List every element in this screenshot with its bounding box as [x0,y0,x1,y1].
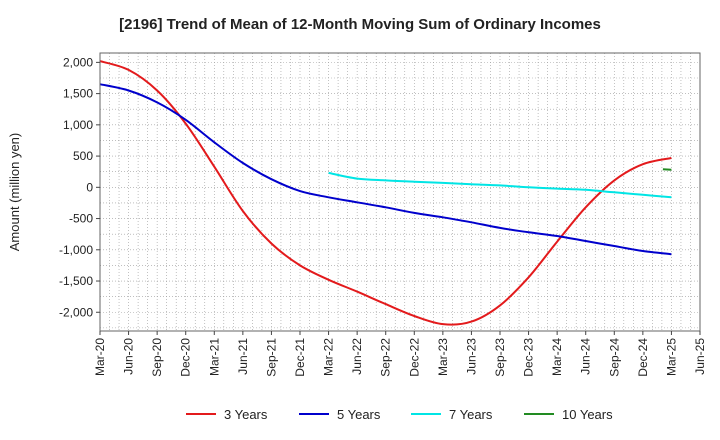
plot-frame [99,52,701,332]
x-tick-label: Sep-24 [607,338,621,377]
x-tick-label: Jun-20 [122,338,136,375]
x-tick-label: Sep-20 [150,338,164,377]
y-tick-label: 500 [73,149,93,163]
y-tick-label: -500 [69,212,93,226]
y-tick-label: -2,000 [59,305,93,319]
series-line-5-years [99,83,672,256]
y-tick-label: -1,500 [59,274,93,288]
y-tick-label: -1,000 [59,243,93,257]
y-axis-ticks: 2,000 1,500 1,000 500 0 -500 -1,000 -1,500 -2,00… [59,55,100,319]
x-tick-label: Mar-25 [664,338,678,376]
x-tick-label: Dec-23 [522,338,536,377]
x-tick-label: Dec-22 [407,338,421,377]
x-tick-label: Sep-21 [264,338,278,377]
x-tick-label: Jun-21 [236,338,250,375]
y-tick-label: 1,000 [63,118,93,132]
y-tick-label: 2,000 [63,55,93,69]
x-tick-label: Jun-22 [350,338,364,375]
x-tick-label: Mar-24 [550,338,564,376]
x-tick-label: Jun-25 [693,338,707,375]
x-tick-label: Mar-21 [207,338,221,376]
x-tick-label: Dec-20 [179,338,193,377]
y-tick-label: 1,500 [63,87,93,101]
series-lines [99,60,672,326]
legend-label: 3 Years [224,407,268,422]
y-tick-label: 0 [86,180,93,194]
legend-label: 5 Years [337,407,381,422]
x-tick-label: Dec-21 [293,338,307,377]
series-line-10-years [662,168,672,171]
x-tick-label: Jun-24 [579,338,593,375]
x-tick-label: Sep-23 [493,338,507,377]
y-axis-label: Amount (million yen) [7,133,22,252]
x-tick-label: Dec-24 [636,338,650,377]
legend: 3 Years 5 Years 7 Years 10 Years [186,407,613,422]
series-line-3-years [99,60,672,326]
legend-label: 7 Years [449,407,493,422]
x-tick-label: Mar-22 [322,338,336,376]
x-tick-label: Jun-23 [464,338,478,375]
x-tick-label: Sep-22 [379,338,393,377]
x-tick-label: Mar-23 [436,338,450,376]
legend-label: 10 Years [562,407,613,422]
x-axis-ticks: Mar-20 Jun-20 Sep-20 Dec-20 Mar-21 Jun-21 Sep-… [93,331,707,377]
grid [100,53,700,331]
chart-title: [2196] Trend of Mean of 12-Month Moving … [119,16,601,33]
x-tick-label: Mar-20 [93,338,107,376]
series-line-7-years [328,171,672,199]
